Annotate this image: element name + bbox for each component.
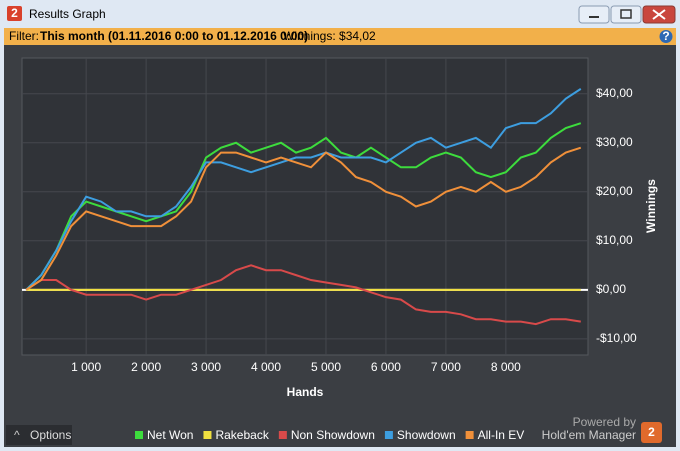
plot-area	[21, 57, 589, 356]
filter-value: This month (01.11.2016 0:00 to 01.12.201…	[40, 29, 308, 43]
legend-swatch	[135, 431, 143, 439]
y-tick-label: $10,00	[596, 233, 633, 247]
x-tick-label: 3 000	[191, 360, 221, 374]
maximize-button[interactable]	[610, 5, 642, 24]
legend-swatch	[384, 431, 393, 439]
x-tick-label: 1 000	[71, 360, 101, 374]
filter-bar	[4, 28, 676, 45]
y-axis-label: Winnings	[644, 179, 658, 233]
minimize-button[interactable]	[578, 5, 610, 24]
x-tick-label: 5 000	[311, 360, 341, 374]
x-axis-label: Hands	[287, 385, 324, 399]
filter-label: Filter:	[9, 29, 39, 43]
options-label: Options	[30, 428, 71, 442]
winnings-summary: Winnings: $34,02	[283, 29, 376, 43]
y-tick-label: -$10,00	[596, 331, 637, 345]
svg-text:?: ?	[662, 29, 669, 43]
help-button[interactable]	[659, 30, 673, 43]
legend-label: All-In EV	[478, 428, 525, 442]
series-line	[25, 88, 582, 291]
x-tick-label: 6 000	[371, 360, 401, 374]
svg-text:2: 2	[11, 6, 18, 20]
x-tick-label: 2 000	[131, 360, 161, 374]
legend-swatch	[465, 431, 474, 439]
y-tick-label: $0,00	[596, 282, 626, 296]
chart: -$10,00 $0,00 $10,00 $20,00 $30,00 $40,00 1 00…	[21, 57, 637, 374]
options-button[interactable]	[6, 425, 72, 445]
legend-label: Showdown	[397, 428, 456, 442]
window-title: Results Graph	[29, 7, 106, 21]
legend-swatch	[278, 431, 287, 439]
y-tick-label: $40,00	[596, 86, 633, 100]
legend-label: Non Showdown	[291, 428, 375, 442]
svg-text:2: 2	[648, 425, 655, 439]
x-tick-label: 8 000	[491, 360, 521, 374]
x-tick-label: 4 000	[251, 360, 281, 374]
x-tick-label: 7 000	[431, 360, 461, 374]
legend-swatch	[203, 431, 212, 439]
series-line	[25, 264, 581, 326]
svg-text:^: ^	[14, 428, 20, 442]
legend-label: Rakeback	[215, 428, 269, 442]
y-tick-label: $30,00	[596, 135, 633, 149]
y-tick-label: $20,00	[596, 184, 633, 198]
series-line	[25, 146, 582, 291]
powered-by: Powered by	[573, 415, 636, 429]
brand-logo	[641, 422, 662, 443]
brand-name: Hold'em Manager	[542, 428, 636, 442]
legend: Net Won Rakeback Non Showdown Showdown All-I…	[135, 428, 524, 442]
legend-label: Net Won	[147, 428, 193, 442]
app-icon	[7, 6, 22, 21]
